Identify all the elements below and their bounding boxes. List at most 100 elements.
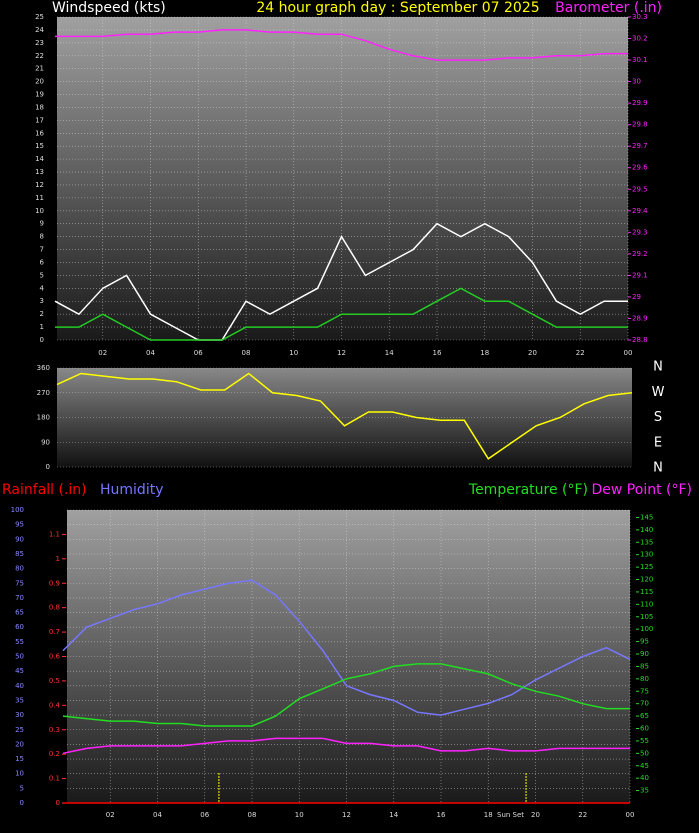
temperature-label: Temperature (°F) — [468, 482, 588, 498]
humidity-label: Humidity — [100, 482, 163, 498]
y-tick-label: 19 — [35, 91, 44, 99]
x-tick-label: 02 — [106, 811, 115, 819]
x-tick-label: 18 — [484, 811, 493, 819]
y3-tick-label: 0 — [56, 799, 60, 807]
y2-tick-label: 29.3 — [632, 228, 648, 236]
y-tick-label: 25 — [15, 726, 24, 734]
x-tick-label: 20 — [531, 811, 540, 819]
y3-tick-label: 0.4 — [49, 701, 61, 709]
x-tick-label: 22 — [578, 811, 587, 819]
y2-tick-label: 145 — [640, 513, 653, 521]
plot-area — [57, 368, 632, 467]
y2-tick-label: 110 — [640, 600, 653, 608]
y-tick-label: 14 — [35, 155, 44, 163]
y-tick-label: 270 — [37, 389, 50, 397]
series-line — [56, 372, 633, 460]
x-tick-label: 10 — [295, 811, 304, 819]
x-tick-label: 04 — [153, 811, 162, 819]
y-tick-label: 6 — [40, 258, 45, 266]
y-tick-label: 0 — [20, 799, 24, 807]
y-tick-label: 11 — [35, 194, 44, 202]
y-tick-label: 13 — [35, 168, 44, 176]
y2-tick-label: 28.9 — [632, 314, 648, 322]
y2-tick-label: 29.2 — [632, 250, 648, 258]
y2-tick-label: 29.6 — [632, 164, 648, 172]
y2-tick-label: 40 — [640, 774, 649, 782]
y2-tick-label: 28.8 — [632, 336, 648, 344]
y2-tick-label: 29.4 — [632, 207, 648, 215]
y2-tick-label: 90 — [640, 650, 649, 658]
y2-tick-label: 130 — [640, 551, 653, 559]
y-tick-label: 90 — [15, 535, 24, 543]
y-tick-label: 16 — [35, 129, 44, 137]
x-tick-label: 02 — [98, 349, 107, 357]
y-tick-label: 20 — [15, 740, 24, 748]
y-tick-label: 75 — [15, 579, 24, 587]
y-tick-label: 90 — [41, 438, 50, 446]
plot-area — [57, 17, 628, 340]
y2-tick-label: 140 — [640, 526, 653, 534]
y-tick-label: 100 — [11, 506, 24, 514]
series-line — [54, 222, 628, 341]
y-tick-label: 0 — [46, 463, 50, 471]
x-tick-label: 14 — [389, 811, 398, 819]
compass-label: N — [653, 461, 663, 476]
y2-tick-label: 115 — [640, 588, 653, 596]
rain-label: Rainfall (.in) — [2, 482, 87, 498]
x-tick-label: 18 — [480, 349, 489, 357]
y-tick-label: 0 — [40, 336, 44, 344]
y-tick-label: 15 — [15, 755, 24, 763]
y-tick-label: 55 — [15, 638, 24, 646]
y-tick-label: 12 — [35, 181, 44, 189]
y2-tick-label: 125 — [640, 563, 653, 571]
x-tick-label: 04 — [146, 349, 155, 357]
compass-label: N — [653, 360, 663, 375]
y2-tick-label: 105 — [640, 613, 653, 621]
series-line — [62, 737, 630, 755]
y-tick-label: 70 — [15, 594, 24, 602]
compass-label: S — [654, 410, 662, 425]
x-tick-label: 16 — [437, 811, 446, 819]
x-tick-label: 00 — [624, 349, 633, 357]
x-tick-label: 22 — [576, 349, 585, 357]
y-tick-label: 40 — [15, 682, 24, 690]
y3-tick-label: 1 — [56, 555, 60, 563]
y2-tick-label: 29.8 — [632, 121, 648, 129]
x-tick-label: 14 — [385, 349, 394, 357]
y-tick-label: 360 — [37, 364, 50, 372]
y2-tick-label: 80 — [640, 675, 649, 683]
y3-tick-label: 0.7 — [49, 628, 60, 636]
compass-label: W — [652, 385, 665, 400]
dewpoint-label: Dew Point (°F) — [592, 482, 692, 498]
y2-tick-label: 85 — [640, 662, 649, 670]
y-tick-label: 50 — [15, 653, 24, 661]
y2-tick-label: 29.9 — [632, 99, 648, 107]
y2-tick-label: 75 — [640, 687, 649, 695]
y2-tick-label: 55 — [640, 737, 649, 745]
y-tick-label: 8 — [40, 233, 44, 241]
x-tick-label: 16 — [433, 349, 442, 357]
series-line — [62, 579, 631, 716]
y2-tick-label: 29.1 — [632, 271, 648, 279]
x-tick-label: 20 — [528, 349, 537, 357]
series-line — [55, 29, 628, 61]
y-tick-label: 7 — [40, 246, 44, 254]
y2-tick-label: 60 — [640, 725, 649, 733]
y2-tick-label: 30.3 — [632, 13, 648, 21]
wind-label: Windspeed (kts) — [52, 0, 166, 16]
y-tick-label: 10 — [15, 770, 24, 778]
x-tick-label: 12 — [337, 349, 346, 357]
series-line — [55, 287, 628, 341]
y2-tick-label: 45 — [640, 762, 649, 770]
y2-tick-label: 35 — [640, 787, 649, 795]
y-tick-label: 10 — [35, 207, 44, 215]
x-tick-label: 06 — [200, 811, 209, 819]
y-tick-label: 17 — [35, 116, 44, 124]
y2-tick-label: 50 — [640, 749, 649, 757]
y-tick-label: 35 — [15, 696, 24, 704]
y-tick-label: 21 — [35, 65, 44, 73]
y3-tick-label: 0.8 — [49, 604, 60, 612]
y2-tick-label: 30.2 — [632, 35, 648, 43]
compass-label: E — [654, 435, 662, 450]
